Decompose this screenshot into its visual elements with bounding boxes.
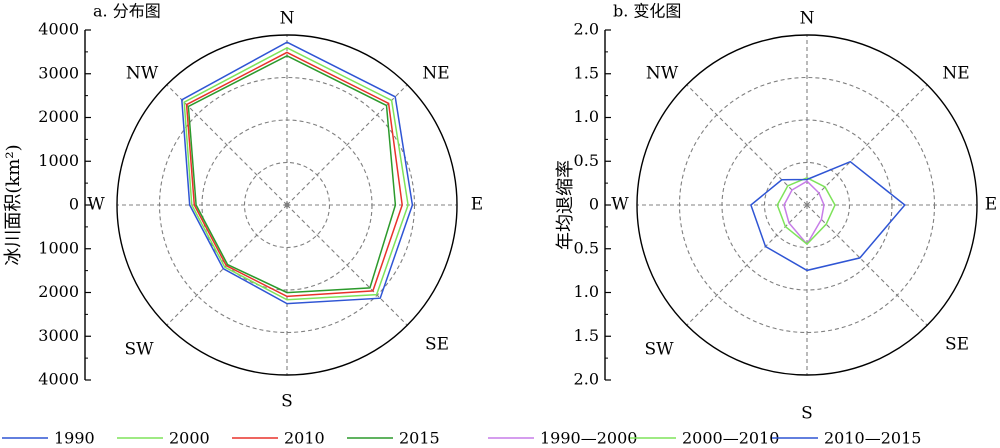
y-tick-label: 2000 [38, 107, 79, 126]
y-tick-label: 0.5 [574, 238, 599, 257]
legend-label: 2000 [169, 429, 210, 448]
series-line-2000 [183, 46, 409, 301]
y-tick-label: 2.0 [574, 20, 599, 39]
y-tick-label: 0 [69, 195, 79, 214]
direction-label-ne: NE [942, 64, 969, 84]
direction-label-nw: NW [126, 64, 159, 84]
y-tick-label: 3000 [38, 63, 79, 82]
y-tick-label: 4000 [38, 370, 79, 389]
direction-label-s: S [801, 404, 813, 424]
y-tick-label: 1.5 [574, 63, 599, 82]
y-tick-label: 0.5 [574, 151, 599, 170]
direction-label-se: SE [425, 335, 449, 355]
series-line-1990 [181, 41, 414, 305]
grid-spoke [166, 204, 288, 326]
direction-label-e: E [985, 195, 997, 215]
y-tick-label: 1.0 [574, 282, 599, 301]
y-tick-label: 4000 [38, 20, 79, 39]
y-tick-label: 0 [589, 195, 599, 214]
y-tick-label: 1.0 [574, 107, 599, 126]
grid-spoke [686, 204, 808, 326]
outer-ring [116, 34, 458, 376]
direction-label-sw: SW [644, 340, 674, 360]
direction-label-sw: SW [124, 340, 154, 360]
series-line-2015 [187, 54, 397, 294]
direction-label-n: N [800, 9, 815, 29]
panel-change: N NE E SE S SW W NW 2.0 1.5 1.0 0.5 0 0.5 1.0 1.5 2.0 b. … [555, 2, 997, 424]
direction-label-e: E [471, 195, 483, 215]
y-axis-label: 冰川面积(km²) [3, 144, 24, 265]
grid-spoke [286, 204, 408, 326]
series-line-2000—2010 [776, 176, 836, 246]
grid-spoke [806, 84, 928, 206]
direction-label-w: W [611, 195, 629, 215]
panel-title: a. 分布图 [93, 2, 161, 21]
y-tick-label: 1000 [38, 151, 79, 170]
y-axis-label: 年均退缩率 [555, 160, 576, 250]
direction-label-nw: NW [646, 64, 679, 84]
legend-label: 1990 [54, 429, 95, 448]
direction-label-se: SE [945, 335, 969, 355]
series-line-1990—2000 [783, 180, 825, 246]
legend-label: 2000—2010 [682, 429, 779, 448]
panel-title: b. 变化图 [613, 2, 681, 21]
legend-label: 1990—2000 [540, 429, 637, 448]
series-line-2010—2015 [750, 160, 906, 272]
outer-ring [636, 34, 978, 376]
y-tick-label: 1000 [38, 238, 79, 257]
y-tick-label: 2.0 [574, 370, 599, 389]
grid-spoke [286, 84, 408, 206]
panel-distribution: N NE E SE S SW W NW 4000 3000 2000 1000 0 1000 2000 300… [3, 2, 483, 412]
legend-label: 2010 [284, 429, 325, 448]
direction-label-w: W [87, 195, 105, 215]
direction-label-n: N [280, 9, 295, 29]
legend-label: 2015 [399, 429, 440, 448]
legend: 1990 2000 2010 2015 1990—2000 2000—2010 2010—2… [2, 429, 921, 448]
grid-spoke [806, 204, 928, 326]
grid-spoke [686, 84, 808, 206]
direction-label-s: S [281, 392, 293, 412]
y-tick-label: 2000 [38, 282, 79, 301]
y-tick-label: 3000 [38, 326, 79, 345]
legend-label: 2010—2015 [824, 429, 921, 448]
y-tick-label: 1.5 [574, 326, 599, 345]
series-line-2010 [185, 51, 403, 298]
direction-label-ne: NE [422, 64, 449, 84]
